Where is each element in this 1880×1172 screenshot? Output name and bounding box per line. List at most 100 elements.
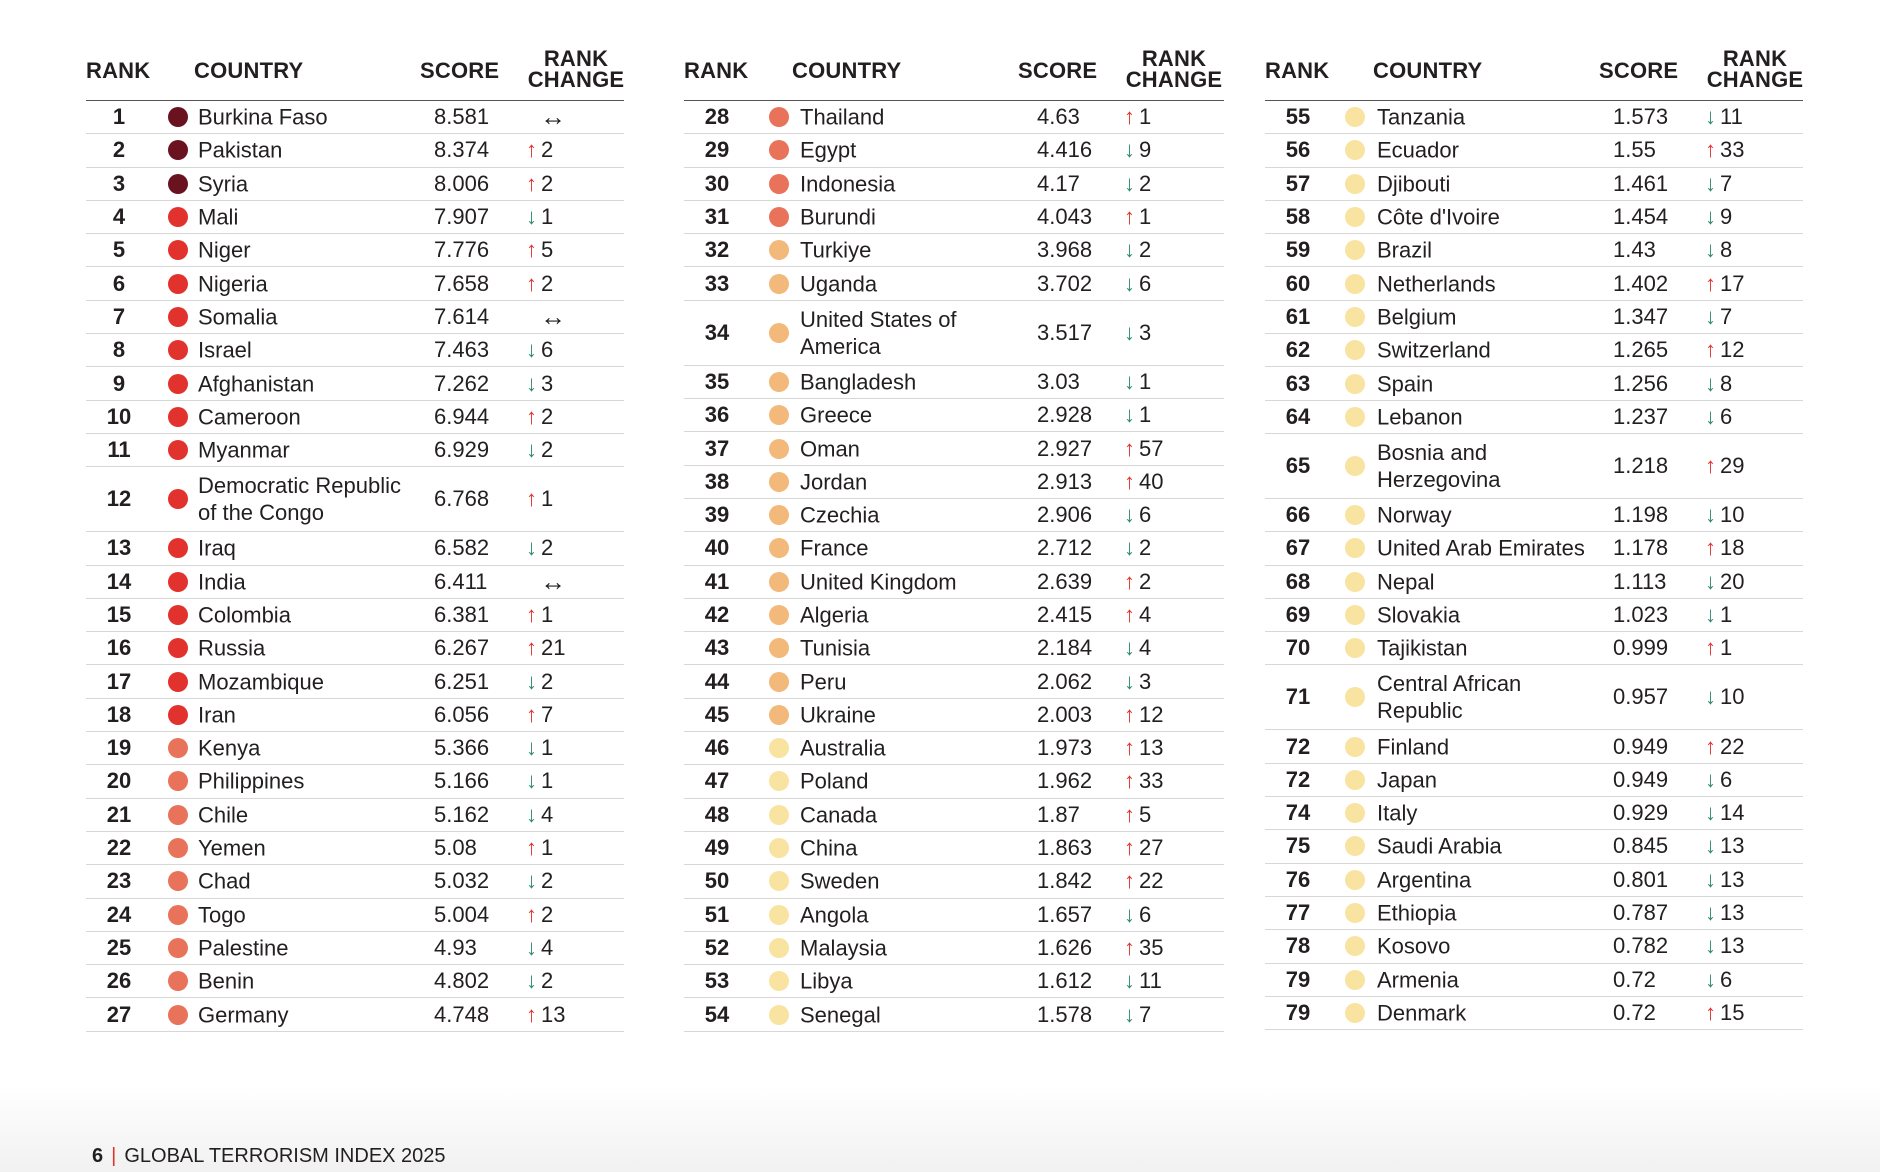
rank-change-value: 1 [1139, 368, 1152, 394]
table-row: 68 Nepal 1.113 ↓ 20 [1265, 566, 1803, 599]
score-band-dot [769, 904, 789, 925]
table-row: 32 Turkiye 3.968 ↓ 2 [684, 234, 1224, 268]
arrow-down-icon: ↓ [526, 437, 537, 463]
arrow-up-icon: ↑ [526, 901, 537, 927]
arrow-down-icon: ↓ [1705, 800, 1716, 826]
country-name: Libya [800, 968, 853, 995]
score-band-dot [168, 207, 188, 228]
country-name-line1: Iraq [198, 535, 236, 561]
score-value: 2.913 [1037, 468, 1093, 494]
score-value: 1.573 [1613, 104, 1669, 130]
country-name: Democratic Republic of the Congo [198, 472, 401, 526]
rank-cell: 21 [106, 801, 132, 827]
country-name-line1: Netherlands [1377, 271, 1496, 297]
rank-cell: 22 [106, 835, 132, 861]
country-name: Central African Republic [1377, 670, 1521, 724]
arrow-down-icon: ↓ [1705, 866, 1716, 892]
score-band-dot [1345, 769, 1365, 790]
score-band-dot [168, 140, 188, 161]
arrow-up-icon: ↑ [1705, 999, 1716, 1025]
country-name: Nepal [1377, 568, 1434, 595]
rank-change: ↑ 29 [1705, 453, 1744, 479]
score-value: 4.63 [1037, 104, 1080, 130]
arrow-down-icon: ↓ [526, 735, 537, 761]
rank-change: ↓ 2 [1124, 535, 1151, 561]
score-value: 0.999 [1613, 635, 1669, 661]
rank-change-value: 2 [541, 968, 554, 994]
score-value: 4.93 [434, 934, 477, 960]
country-name: Denmark [1377, 999, 1466, 1026]
rank-cell: 79 [1285, 999, 1311, 1025]
rank-change: ↓ 10 [1705, 502, 1744, 528]
score-band-dot [1345, 140, 1365, 161]
country-name: Israel [198, 337, 252, 364]
score-value: 1.023 [1613, 602, 1669, 627]
score-value: 4.802 [434, 968, 490, 994]
rank-change-value: 10 [1720, 502, 1745, 528]
country-name-line1: India [198, 569, 246, 595]
rank-change: ↑ 1 [1705, 635, 1732, 661]
rank-cell: 35 [704, 368, 730, 394]
rank-change-value: 2 [541, 901, 554, 927]
country-name: Syria [198, 170, 248, 197]
rank-cell: 58 [1285, 204, 1311, 230]
country-name: Netherlands [1377, 270, 1496, 297]
score-value: 1.113 [1613, 568, 1667, 594]
rank-cell: 69 [1285, 602, 1311, 627]
score-band-dot [769, 1004, 789, 1025]
rank-change-value: 6 [541, 337, 554, 363]
rank-change: ↓ 13 [1705, 833, 1744, 859]
table-row: 35 Bangladesh 3.03 ↓ 1 [684, 366, 1224, 400]
rank-change: ↓ 2 [1124, 171, 1151, 197]
score-band-dot [168, 871, 188, 892]
score-band-dot [769, 273, 789, 294]
rank-cell: 62 [1285, 337, 1311, 363]
country-name-line1: Switzerland [1377, 337, 1491, 363]
arrow-up-icon: ↑ [526, 1001, 537, 1027]
rank-cell: 2 [112, 137, 126, 163]
country-name-line1: Angola [800, 902, 869, 928]
country-name-line1: Tajikistan [1377, 635, 1468, 661]
score-band-dot [1345, 903, 1365, 924]
country-name-line1: Kosovo [1377, 933, 1451, 959]
rank-change-value: 21 [541, 635, 566, 661]
country-name: Lebanon [1377, 403, 1463, 430]
rank-change-value: 15 [1720, 999, 1745, 1025]
table-row: 71 Central African Republic 0.957 ↓ 10 [1265, 665, 1803, 731]
rank-change-value: 13 [1720, 833, 1745, 859]
arrow-down-icon: ↓ [1705, 104, 1716, 130]
arrow-up-icon: ↑ [1705, 635, 1716, 661]
arrow-up-icon: ↑ [1124, 568, 1135, 594]
rank-change: ↑ 2 [526, 271, 553, 297]
arrow-up-icon: ↑ [526, 403, 537, 429]
score-band-dot [1345, 240, 1365, 261]
country-name-line1: Nepal [1377, 569, 1435, 595]
score-band-dot [769, 405, 789, 426]
country-name-line1: Armenia [1377, 967, 1459, 993]
rank-change: ↑ 2 [1124, 569, 1151, 595]
rank-change: ↑ 18 [1705, 535, 1744, 561]
rank-change-value: 7 [1720, 170, 1733, 196]
rank-change: ↓ 6 [526, 337, 553, 363]
arrow-down-icon: ↓ [526, 801, 537, 827]
arrow-down-icon: ↓ [526, 204, 537, 230]
rank-cell: 25 [106, 934, 132, 960]
country-name: Bosnia and Herzegovina [1377, 439, 1501, 493]
rank-cell: 56 [1285, 137, 1311, 163]
score-band-dot [769, 838, 789, 859]
rank-change: ↓ 2 [526, 968, 553, 994]
table-row: 29 Egypt 4.416 ↓ 9 [684, 134, 1224, 168]
country-name: Japan [1377, 766, 1437, 793]
score-band-dot [769, 638, 789, 659]
score-band-dot [168, 440, 188, 461]
arrow-down-icon: ↓ [1705, 833, 1716, 859]
arrow-up-icon: ↑ [1124, 868, 1135, 894]
arrow-up-icon: ↑ [1705, 270, 1716, 296]
header-rank-change: RANK CHANGE [1705, 48, 1805, 91]
country-name-line1: Bosnia and [1377, 439, 1488, 465]
rank-cell: 43 [704, 635, 730, 661]
rank-change-value: 33 [1720, 137, 1745, 163]
rank-change: ↓ 1 [1124, 369, 1151, 395]
rank-cell: 52 [704, 934, 730, 960]
country-name-line1: Spain [1377, 371, 1434, 397]
